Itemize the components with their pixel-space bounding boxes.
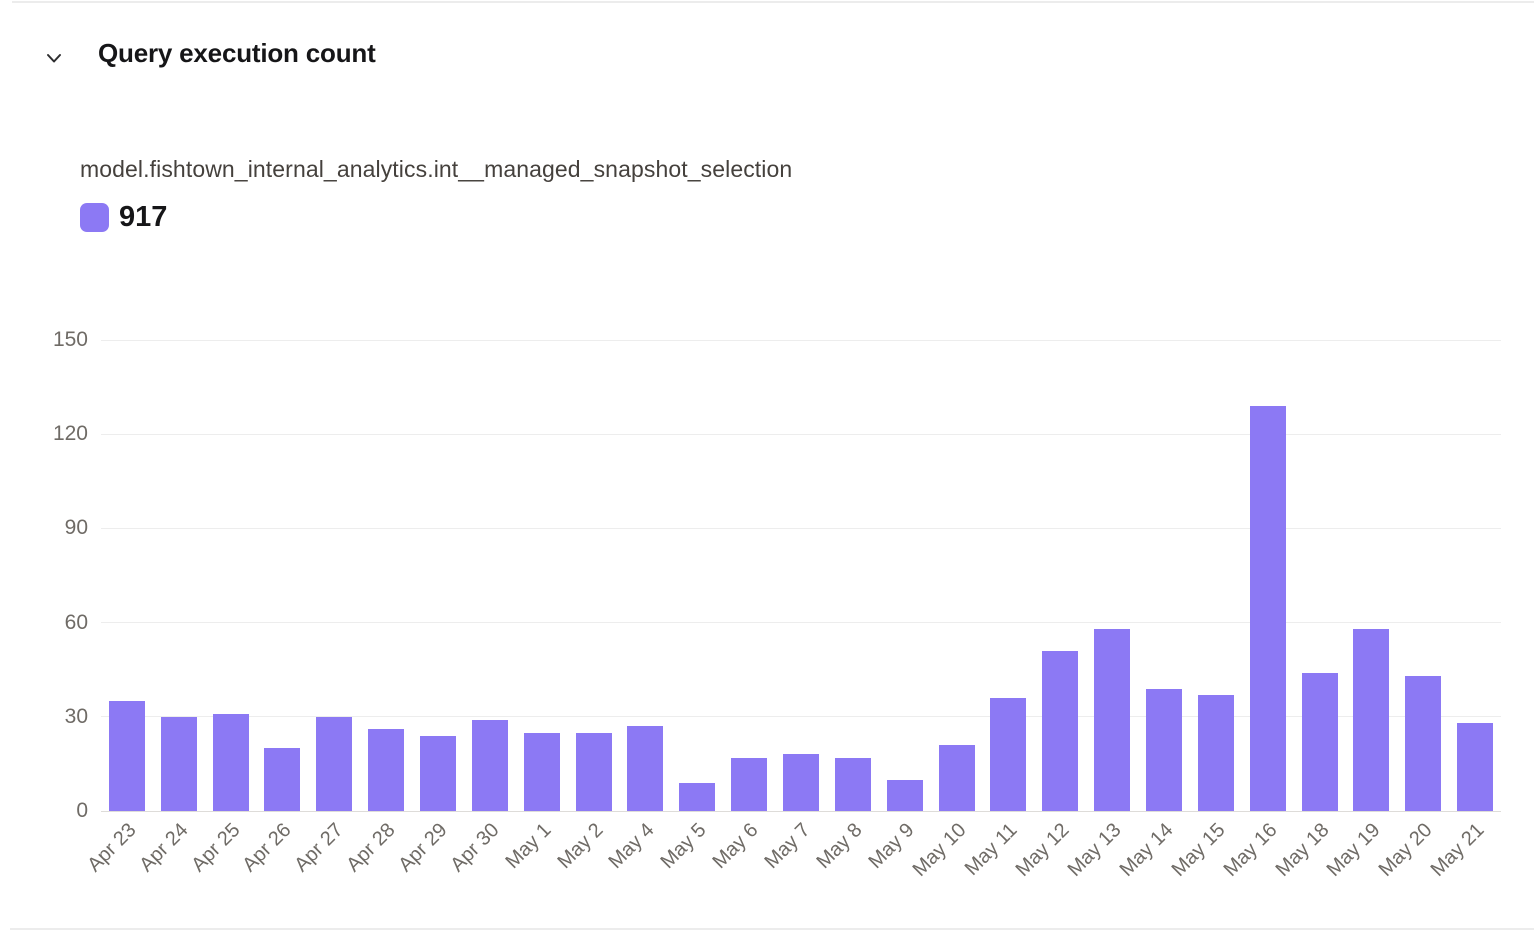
gridline-30 [101, 716, 1501, 718]
bar-may-11[interactable] [990, 697, 1027, 811]
legend-item: 917 [80, 201, 167, 234]
legend-total-value: 917 [119, 201, 168, 233]
gridline-60 [101, 622, 1501, 624]
bar-may-15[interactable] [1197, 694, 1234, 811]
y-tick-label-90: 90 [64, 516, 88, 540]
bar-apr-30[interactable] [471, 719, 508, 811]
bar-may-10[interactable] [938, 745, 975, 811]
bar-apr-25[interactable] [212, 713, 249, 811]
panel-bottom-divider [10, 928, 1534, 930]
bar-may-8[interactable] [834, 757, 871, 811]
bar-may-5[interactable] [679, 782, 716, 811]
bar-may-18[interactable] [1301, 672, 1338, 811]
bar-may-2[interactable] [575, 732, 612, 811]
collapse-chevron-down-icon[interactable] [42, 46, 66, 70]
gridline-90 [101, 527, 1501, 529]
bar-may-9[interactable] [886, 779, 923, 811]
legend-color-swatch [80, 203, 109, 232]
bar-apr-29[interactable] [420, 735, 457, 811]
y-tick-label-30: 30 [64, 704, 88, 728]
bar-apr-27[interactable] [316, 716, 353, 811]
bar-may-12[interactable] [1042, 650, 1079, 811]
bar-apr-23[interactable] [108, 701, 145, 811]
bar-may-20[interactable] [1405, 675, 1442, 811]
bar-may-4[interactable] [627, 726, 664, 811]
bar-may-7[interactable] [783, 754, 819, 811]
bar-may-14[interactable] [1145, 688, 1182, 811]
bar-apr-24[interactable] [160, 716, 197, 811]
x-axis-line [101, 810, 1501, 812]
y-tick-label-120: 120 [52, 422, 88, 446]
y-tick-label-150: 150 [52, 328, 88, 351]
bar-may-13[interactable] [1094, 628, 1131, 811]
bar-may-19[interactable] [1353, 628, 1390, 811]
bar-apr-28[interactable] [368, 729, 405, 811]
y-tick-label-0: 0 [76, 799, 88, 822]
plot-area [101, 339, 1501, 812]
bar-may-6[interactable] [731, 757, 768, 811]
bar-may-21[interactable] [1457, 723, 1494, 811]
panel-top-divider [12, 1, 1534, 3]
bar-may-16[interactable] [1249, 405, 1286, 811]
bar-apr-26[interactable] [264, 748, 301, 811]
panel-header: Query execution count [0, 38, 1540, 74]
panel-title: Query execution count [98, 38, 376, 68]
series-name-label: model.fishtown_internal_analytics.int__m… [80, 156, 793, 182]
gridline-150 [101, 339, 1501, 341]
gridline-120 [101, 433, 1501, 435]
y-tick-label-60: 60 [64, 610, 88, 634]
bar-may-1[interactable] [523, 732, 560, 811]
